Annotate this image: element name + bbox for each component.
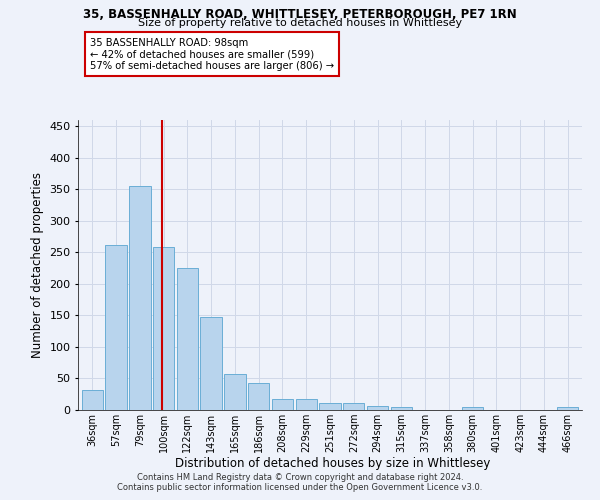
Bar <box>129 186 151 410</box>
Y-axis label: Number of detached properties: Number of detached properties <box>31 172 44 358</box>
Bar <box>106 246 127 410</box>
Text: Contains HM Land Registry data © Crown copyright and database right 2024.
Contai: Contains HM Land Registry data © Crown c… <box>118 473 482 492</box>
Text: Size of property relative to detached houses in Whittlesey: Size of property relative to detached ho… <box>138 18 462 28</box>
Bar <box>367 406 388 410</box>
Bar <box>391 407 412 410</box>
Bar <box>319 403 341 410</box>
Bar <box>176 268 198 410</box>
Bar <box>462 407 484 410</box>
Bar <box>224 374 245 410</box>
Bar <box>557 408 578 410</box>
Text: Distribution of detached houses by size in Whittlesey: Distribution of detached houses by size … <box>175 458 491 470</box>
Bar <box>248 383 269 410</box>
Bar <box>296 398 317 410</box>
Bar <box>343 403 364 410</box>
Bar <box>82 390 103 410</box>
Bar <box>272 398 293 410</box>
Bar <box>153 248 174 410</box>
Bar <box>200 316 222 410</box>
Text: 35, BASSENHALLY ROAD, WHITTLESEY, PETERBOROUGH, PE7 1RN: 35, BASSENHALLY ROAD, WHITTLESEY, PETERB… <box>83 8 517 20</box>
Text: 35 BASSENHALLY ROAD: 98sqm
← 42% of detached houses are smaller (599)
57% of sem: 35 BASSENHALLY ROAD: 98sqm ← 42% of deta… <box>90 38 334 70</box>
